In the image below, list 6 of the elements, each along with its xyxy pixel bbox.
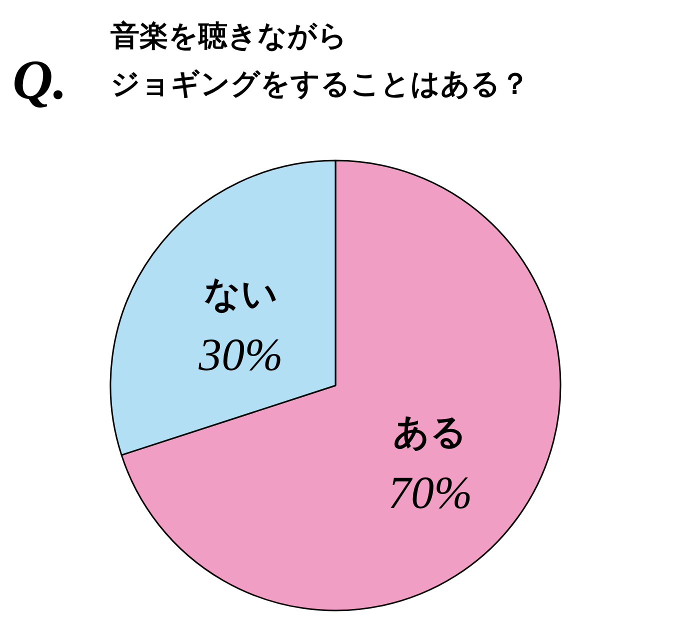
- data-label: 70%: [388, 466, 472, 518]
- slice-label: ない: [204, 274, 278, 316]
- slice-label: ある: [393, 412, 468, 453]
- data-label: 30%: [198, 329, 284, 380]
- chart-title: 音楽を聴きながらジョギングをすることはある？: [110, 18, 530, 100]
- text: Q.: [12, 50, 67, 112]
